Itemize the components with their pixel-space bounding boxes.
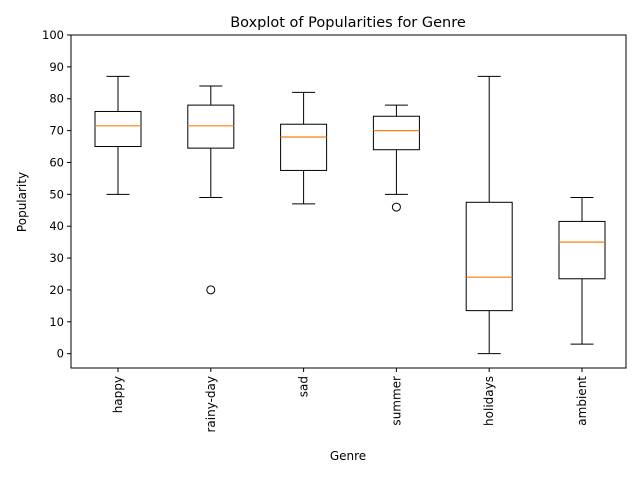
iqr-box: [558, 220, 606, 280]
outlier-point: [206, 285, 216, 295]
y-tick-label: 60: [49, 155, 64, 169]
box-happy: [94, 75, 142, 195]
y-tick-label: 80: [49, 92, 64, 106]
y-tick-label: 30: [49, 251, 64, 265]
iqr-box: [94, 110, 142, 148]
x-axis: happy rainy-day sad summer holidays ambient: [111, 368, 589, 433]
y-tick-label: 20: [49, 283, 64, 297]
box-summer: [372, 104, 420, 212]
y-tick-label: 0: [57, 347, 64, 361]
y-tick-label: 90: [49, 60, 64, 74]
iqr-box: [372, 115, 420, 151]
y-tick-label: 100: [42, 28, 64, 42]
y-axis: 0 10 20 30 40 50 60 70 80 90 100: [42, 28, 71, 361]
iqr-box: [187, 104, 235, 149]
box-holidays: [465, 75, 513, 355]
outlier-point: [391, 202, 401, 212]
iqr-box: [280, 123, 328, 171]
box-sad: [280, 91, 328, 205]
x-axis-label: Genre: [330, 449, 366, 463]
x-tick-label: sad: [297, 376, 311, 397]
y-tick-label: 10: [49, 315, 64, 329]
y-tick-label: 70: [49, 124, 64, 138]
y-tick-label: 50: [49, 187, 64, 201]
x-tick-label: ambient: [575, 376, 589, 426]
chart-title: Boxplot of Popularities for Genre: [230, 15, 466, 31]
y-tick-label: 40: [49, 219, 64, 233]
plot-area: [94, 75, 606, 355]
box-ambient: [558, 197, 606, 345]
iqr-box: [465, 201, 513, 312]
box-rainy-day: [187, 85, 235, 295]
y-axis-label: Popularity: [15, 172, 29, 232]
x-tick-label: holidays: [482, 376, 496, 426]
x-tick-label: summer: [389, 376, 403, 426]
axes-frame: [70, 34, 627, 369]
x-tick-label: rainy-day: [204, 376, 218, 433]
x-tick-label: happy: [111, 376, 125, 413]
